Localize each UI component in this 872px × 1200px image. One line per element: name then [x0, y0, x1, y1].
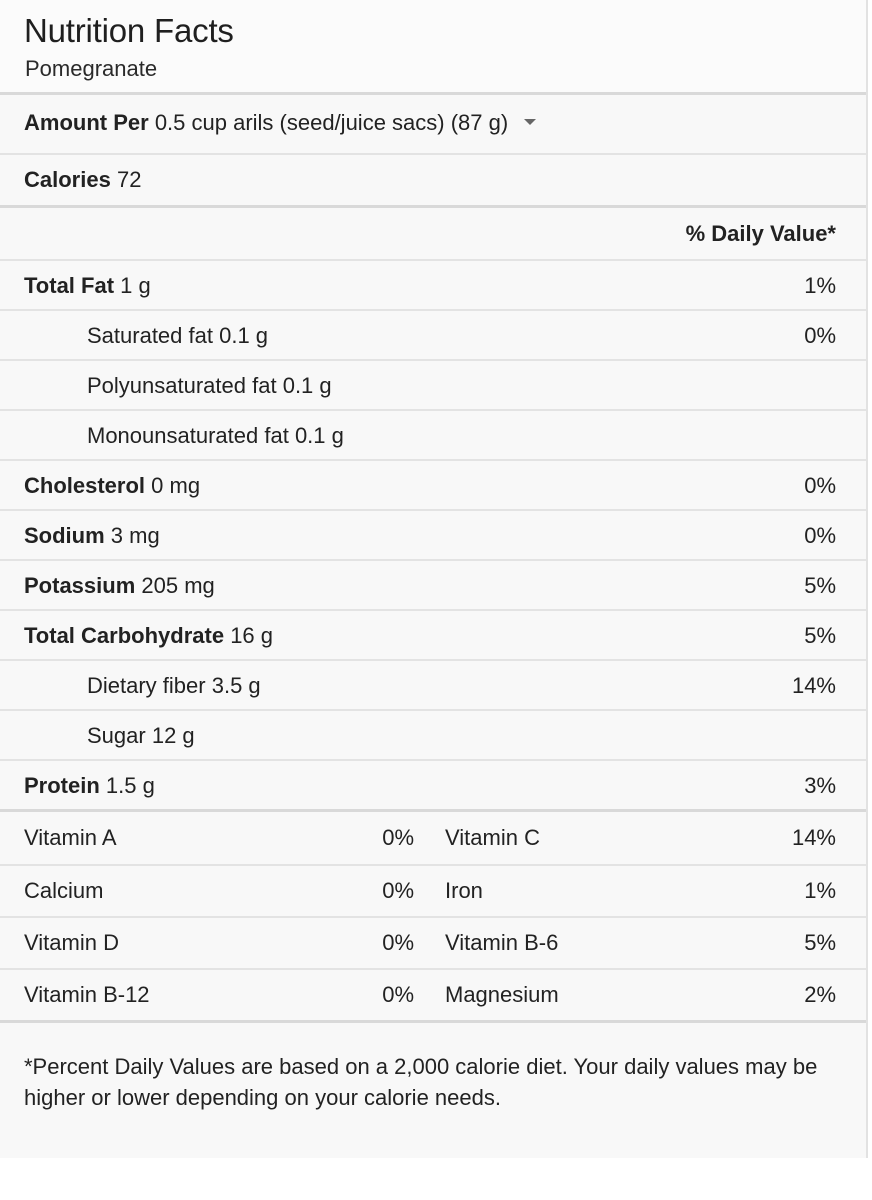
vitamin-name: Magnesium	[445, 982, 559, 1007]
vitamin-name: Vitamin C	[445, 825, 540, 850]
nutrient-row-monounsaturated-fat: Monounsaturated fat 0.1 g	[0, 409, 866, 459]
nutrition-header: Nutrition Facts Pomegranate	[0, 0, 866, 92]
nutrient-amount: 3 mg	[110, 523, 160, 548]
vitamin-name: Vitamin B-12	[24, 982, 150, 1007]
nutrient-amount: 3.5 g	[211, 673, 261, 698]
nutrient-amount: 0.1 g	[219, 323, 269, 348]
nutrient-dv: 5%	[804, 623, 836, 648]
nutrient-amount: 1.5 g	[105, 773, 155, 798]
nutrient-list: Total Fat 1 g 1% Saturated fat 0.1 g 0% …	[0, 259, 866, 809]
nutrient-amount: 0.1 g	[294, 423, 344, 448]
food-name: Pomegranate	[25, 56, 158, 81]
nutrient-row-dietary-fiber: Dietary fiber 3.5 g 14%	[0, 659, 866, 709]
vitamin-name: Vitamin D	[24, 930, 119, 955]
serving-size-select[interactable]: 0.5 cup arils (seed/juice sacs) (87 g)	[154, 110, 509, 135]
vitamin-row: Vitamin D 0% Vitamin B-6 5%	[0, 916, 866, 968]
vitamin-value: 0%	[382, 930, 414, 955]
nutrient-name: Dietary fiber	[87, 673, 206, 698]
vitamin-row: Vitamin B-12 0% Magnesium 2%	[0, 968, 866, 1020]
vitamin-table: Vitamin A 0% Vitamin C 14% Calcium 0% Ir…	[0, 809, 866, 1020]
vitamin-name: Vitamin A	[24, 825, 117, 850]
daily-value-footnote: *Percent Daily Values are based on a 2,0…	[0, 1020, 866, 1113]
serving-size-row[interactable]: Amount Per 0.5 cup arils (seed/juice sac…	[0, 92, 866, 153]
nutrient-name: Total Carbohydrate	[24, 623, 225, 648]
nutrient-row-potassium: Potassium 205 mg 5%	[0, 559, 866, 609]
vitamin-name: Iron	[445, 878, 483, 903]
calories-label: Calories	[24, 167, 111, 192]
vitamin-value: 0%	[382, 878, 414, 903]
vitamin-value: 2%	[804, 982, 836, 1007]
vitamin-name: Calcium	[24, 878, 104, 903]
nutrient-amount: 12 g	[151, 723, 195, 748]
nutrient-name: Polyunsaturated fat	[87, 373, 277, 398]
nutrient-row-total-fat: Total Fat 1 g 1%	[0, 259, 866, 309]
nutrient-dv: 3%	[804, 773, 836, 798]
nutrient-row-sodium: Sodium 3 mg 0%	[0, 509, 866, 559]
nutrient-row-cholesterol: Cholesterol 0 mg 0%	[0, 459, 866, 509]
nutrient-row-sugar: Sugar 12 g	[0, 709, 866, 759]
calories-value: 72	[116, 167, 142, 192]
nutrient-name: Sugar	[87, 723, 146, 748]
nutrient-name: Saturated fat	[87, 323, 213, 348]
chevron-down-icon[interactable]	[524, 119, 537, 126]
daily-value-header-row: % Daily Value*	[0, 205, 866, 259]
nutrient-dv: 0%	[804, 523, 836, 548]
nutrient-dv: 1%	[804, 273, 836, 298]
nutrient-dv: 14%	[791, 673, 836, 698]
daily-value-header: % Daily Value*	[685, 221, 836, 246]
nutrient-row-polyunsaturated-fat: Polyunsaturated fat 0.1 g	[0, 359, 866, 409]
vitamin-value: 5%	[804, 930, 836, 955]
nutrient-dv: 0%	[804, 473, 836, 498]
vitamin-value: 1%	[804, 878, 836, 903]
nutrient-name: Potassium	[24, 573, 136, 598]
vitamin-name: Vitamin B-6	[445, 930, 559, 955]
nutrient-name: Protein	[24, 773, 100, 798]
nutrient-dv: 5%	[804, 573, 836, 598]
nutrient-amount: 0.1 g	[282, 373, 332, 398]
page-title: Nutrition Facts	[24, 12, 234, 49]
vitamin-value: 14%	[791, 825, 836, 850]
vitamin-value: 0%	[382, 825, 414, 850]
vitamin-value: 0%	[382, 982, 414, 1007]
nutrient-amount: 205 mg	[141, 573, 215, 598]
nutrient-row-saturated-fat: Saturated fat 0.1 g 0%	[0, 309, 866, 359]
nutrition-facts-card: Nutrition Facts Pomegranate Amount Per 0…	[0, 0, 868, 1158]
nutrient-row-total-carbohydrate: Total Carbohydrate 16 g 5%	[0, 609, 866, 659]
calories-row: Calories 72	[0, 153, 866, 205]
nutrient-name: Monounsaturated fat	[87, 423, 289, 448]
nutrient-amount: 16 g	[230, 623, 274, 648]
nutrient-amount: 0 mg	[151, 473, 201, 498]
nutrient-row-protein: Protein 1.5 g 3%	[0, 759, 866, 809]
nutrient-name: Total Fat	[24, 273, 115, 298]
nutrient-amount: 1 g	[120, 273, 151, 298]
nutrient-dv: 0%	[804, 323, 836, 348]
nutrient-name: Sodium	[24, 523, 105, 548]
nutrient-name: Cholesterol	[24, 473, 146, 498]
vitamin-row: Calcium 0% Iron 1%	[0, 864, 866, 916]
vitamin-row: Vitamin A 0% Vitamin C 14%	[0, 809, 866, 864]
serving-label: Amount Per	[24, 110, 149, 135]
